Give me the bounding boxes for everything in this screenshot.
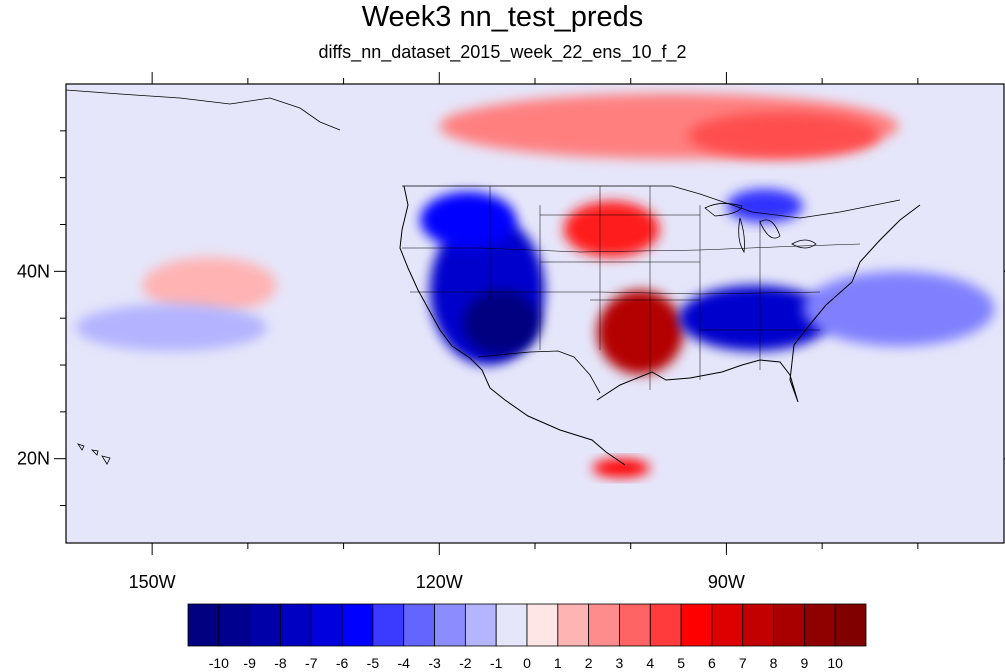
colorbar-swatch (526, 603, 559, 647)
colorbar-swatch (803, 603, 836, 647)
colorbar-swatch (711, 603, 744, 647)
hawaii-islands (77, 443, 111, 465)
colorbar-swatch (773, 603, 805, 647)
alaska-coastline (66, 89, 341, 131)
colorbar-swatch (742, 603, 774, 647)
anomaly-region-northwest-cold (420, 191, 516, 248)
colorbar-swatch (619, 603, 651, 647)
anomaly-region-southwest-cold (463, 290, 540, 356)
coastline-and-state-borders (66, 89, 921, 466)
anomaly-region-pacific-warm (142, 257, 277, 314)
colorbar-swatch (341, 603, 374, 647)
colorbar-label: -2 (459, 655, 472, 671)
colorbar-label: 2 (585, 655, 593, 671)
colorbar-swatch (649, 603, 682, 647)
y-tick-label: 40N (17, 261, 50, 281)
colorbar-label: -3 (428, 655, 441, 671)
colorbar-swatch (310, 603, 343, 647)
colorbar-label: -4 (398, 655, 411, 671)
colorbar-label: 9 (800, 655, 808, 671)
x-tick-label: 150W (129, 572, 176, 592)
colorbar-label: -6 (336, 655, 349, 671)
figure-title: Week3 nn_test_preds (361, 1, 644, 33)
colorbar-swatch (372, 603, 405, 647)
anomaly-region-mexico-warm (592, 458, 650, 478)
colorbar-swatch (280, 603, 312, 647)
colorbar-swatch (434, 603, 466, 647)
anomaly-region-hudson-warm (688, 112, 880, 159)
colorbar-label: 4 (646, 655, 654, 671)
colorbar-label: 7 (739, 655, 747, 671)
anomaly-region-texas-oklahoma-warm (597, 290, 684, 375)
colorbar-swatch (495, 603, 528, 647)
colorbar-label: -5 (367, 655, 380, 671)
anomaly-region-great-lakes-cold (726, 188, 803, 223)
us-canada-border (402, 185, 901, 219)
x-tick-label: 90W (708, 572, 745, 592)
figure-subtitle: diffs_nn_dataset_2015_week_22_ens_10_f_2 (318, 42, 687, 62)
colorbar-swatch (834, 603, 867, 647)
x-tick-label: 120W (416, 572, 463, 592)
colorbar-label: 10 (827, 655, 843, 671)
anomaly-region-plains-warm (563, 201, 660, 258)
colorbar-label: -10 (209, 655, 229, 671)
colorbar-label: 3 (616, 655, 624, 671)
y-tick-label: 20N (17, 449, 50, 469)
colorbar-label: 5 (677, 655, 685, 671)
anomaly-region-southeast-cold (678, 285, 832, 351)
colorbar-label: -7 (305, 655, 318, 671)
colorbar-label: 6 (708, 655, 716, 671)
state-borders (402, 186, 861, 390)
colorbar-swatch (218, 603, 251, 647)
colorbar-swatch (464, 603, 497, 647)
north-america-coastline (399, 185, 921, 466)
colorbar-swatch (403, 603, 435, 647)
colorbar: -10 -9 -8 -7 -6 -5 -4 -3 -2 -1 0 1 2 3 4 5 6 7 8 9 10 (187, 603, 867, 671)
great-lakes (704, 203, 817, 254)
colorbar-swatch (557, 603, 590, 647)
colorbar-label: -9 (243, 655, 256, 671)
anomaly-region-pacific-cold-band (75, 304, 267, 351)
colorbar-swatch (249, 603, 281, 647)
colorbar-label: -1 (490, 655, 503, 671)
colorbar-swatch (187, 603, 220, 647)
colorbar-label: 1 (554, 655, 562, 671)
map-axes: 150W 120W 90W 20N 40N (17, 72, 1005, 592)
colorbar-label: 8 (770, 655, 778, 671)
temperature-anomaly-field (66, 84, 1004, 543)
colorbar-label: -8 (274, 655, 287, 671)
us-mexico-border (477, 350, 601, 394)
colorbar-swatch (680, 603, 713, 647)
colorbar-label: 0 (523, 655, 531, 671)
anomaly-region-atlantic-cold (803, 271, 995, 347)
colorbar-swatch (588, 603, 620, 647)
